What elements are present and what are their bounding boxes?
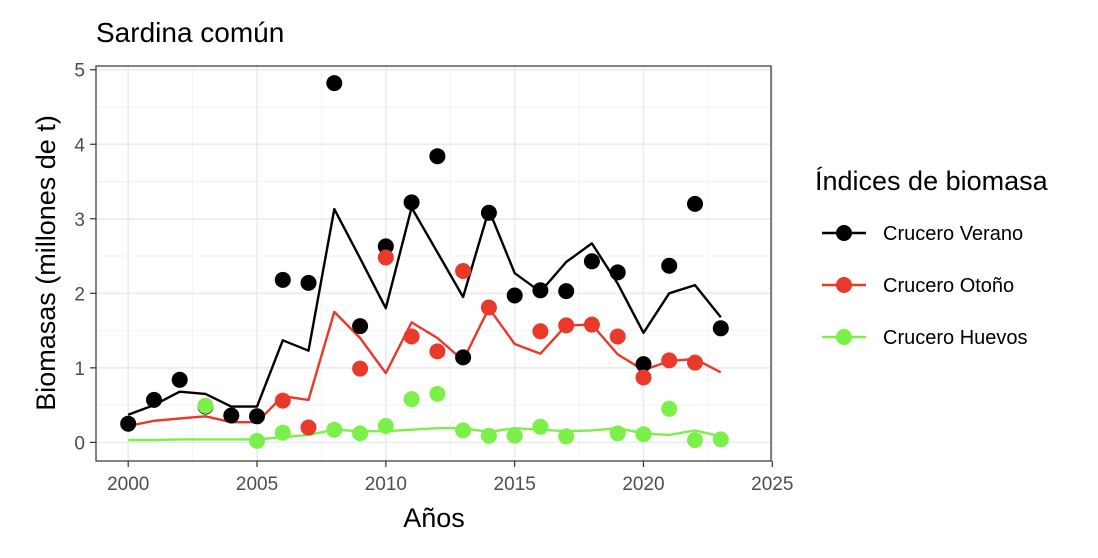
legend-title: Índices de biomasa [815,166,1049,196]
data-point-crucero-verano [558,283,575,300]
data-point-crucero-otono [455,263,472,279]
data-point-crucero-verano [532,282,549,299]
legend-label: Crucero Otoño [883,275,1014,297]
data-point-crucero-verano [583,253,600,270]
legend-key-point [836,329,852,345]
data-point-crucero-huevos [712,431,729,448]
data-point-crucero-verano [455,349,472,366]
data-point-crucero-otono [661,352,678,369]
data-point-crucero-huevos [532,418,549,435]
y-tick-label: 0 [74,433,85,454]
data-point-crucero-verano [171,371,188,388]
x-tick-label: 2010 [365,474,407,495]
data-point-crucero-otono [583,316,600,333]
data-point-crucero-verano [635,356,652,373]
chart-title: Sardina común [96,17,284,48]
data-point-crucero-verano [223,407,240,424]
x-tick-label: 2025 [751,474,793,495]
data-point-crucero-verano [480,204,497,221]
series-line-crucero-huevos [128,427,722,442]
data-point-crucero-verano [120,415,137,432]
data-point-crucero-otono [274,392,291,409]
data-point-crucero-verano [687,195,703,212]
y-tick-label: 3 [74,210,85,231]
y-axis-title: Biomasas (millones de t) [31,115,61,411]
data-point-crucero-otono [558,317,575,334]
data-point-crucero-huevos [352,425,369,442]
y-tick-label: 2 [74,284,85,305]
data-point-crucero-otono [687,354,703,371]
data-point-crucero-otono [403,328,420,345]
data-point-crucero-verano [146,391,162,408]
plot-panel [95,65,772,462]
data-point-crucero-otono [480,299,497,316]
data-point-crucero-huevos [480,427,497,444]
data-point-crucero-huevos [403,391,420,408]
data-point-crucero-otono [352,360,369,377]
data-point-crucero-huevos [274,424,291,441]
legend: Índices de biomasa Crucero Verano Crucero… [815,166,1049,349]
legend-item-crucero-huevos: Crucero Huevos [822,327,1028,349]
data-point-crucero-huevos [687,432,703,449]
data-point-crucero-huevos [558,428,575,445]
data-point-crucero-verano [506,287,523,304]
x-tick-label: 2020 [622,474,664,495]
data-point-crucero-verano [377,238,394,255]
data-point-crucero-huevos [506,427,523,444]
data-point-crucero-verano [352,318,369,335]
data-point-crucero-huevos [661,400,678,417]
data-point-crucero-huevos [249,432,265,449]
data-point-crucero-otono [532,323,549,340]
x-axis: 2000 2005 2010 2015 2020 2025 [107,461,793,495]
data-point-crucero-huevos [326,421,343,438]
legend-label: Crucero Verano [883,223,1023,245]
series-line-crucero-verano [127,206,722,416]
data-point-crucero-verano [661,257,678,274]
data-point-crucero-otono [429,343,446,360]
y-axis: 0 1 2 3 4 5 [74,61,96,454]
data-point-crucero-otono [377,249,394,266]
data-point-crucero-verano [326,75,343,92]
legend-key-point [836,277,852,293]
data-point-crucero-verano [300,274,317,291]
legend-key-point [836,225,852,241]
x-tick-label: 2000 [107,474,149,495]
data-point-crucero-verano [403,194,420,211]
data-point-crucero-huevos [197,397,214,414]
series-layer [120,75,729,449]
data-point-crucero-verano [249,408,265,425]
x-tick-label: 2015 [494,474,536,495]
legend-item-crucero-otono: Crucero Otoño [822,275,1014,297]
x-axis-title: Años [403,503,465,533]
data-point-crucero-huevos [609,425,626,442]
y-tick-label: 5 [74,61,85,82]
data-point-crucero-verano [274,271,291,288]
data-point-crucero-otono [635,369,652,386]
legend-label: Crucero Huevos [883,327,1028,349]
data-point-crucero-huevos [377,418,394,434]
x-tick-label: 2005 [236,474,278,495]
data-point-crucero-otono [609,328,626,345]
data-point-crucero-huevos [429,385,446,402]
data-point-crucero-huevos [455,422,472,439]
data-point-crucero-verano [712,320,729,337]
y-tick-label: 4 [74,135,85,156]
data-point-crucero-otono [300,419,317,436]
legend-item-crucero-verano: Crucero Verano [822,223,1023,245]
data-point-crucero-verano [429,148,446,165]
y-tick-label: 1 [74,359,85,380]
data-point-crucero-huevos [635,426,652,443]
data-point-crucero-verano [609,264,626,281]
